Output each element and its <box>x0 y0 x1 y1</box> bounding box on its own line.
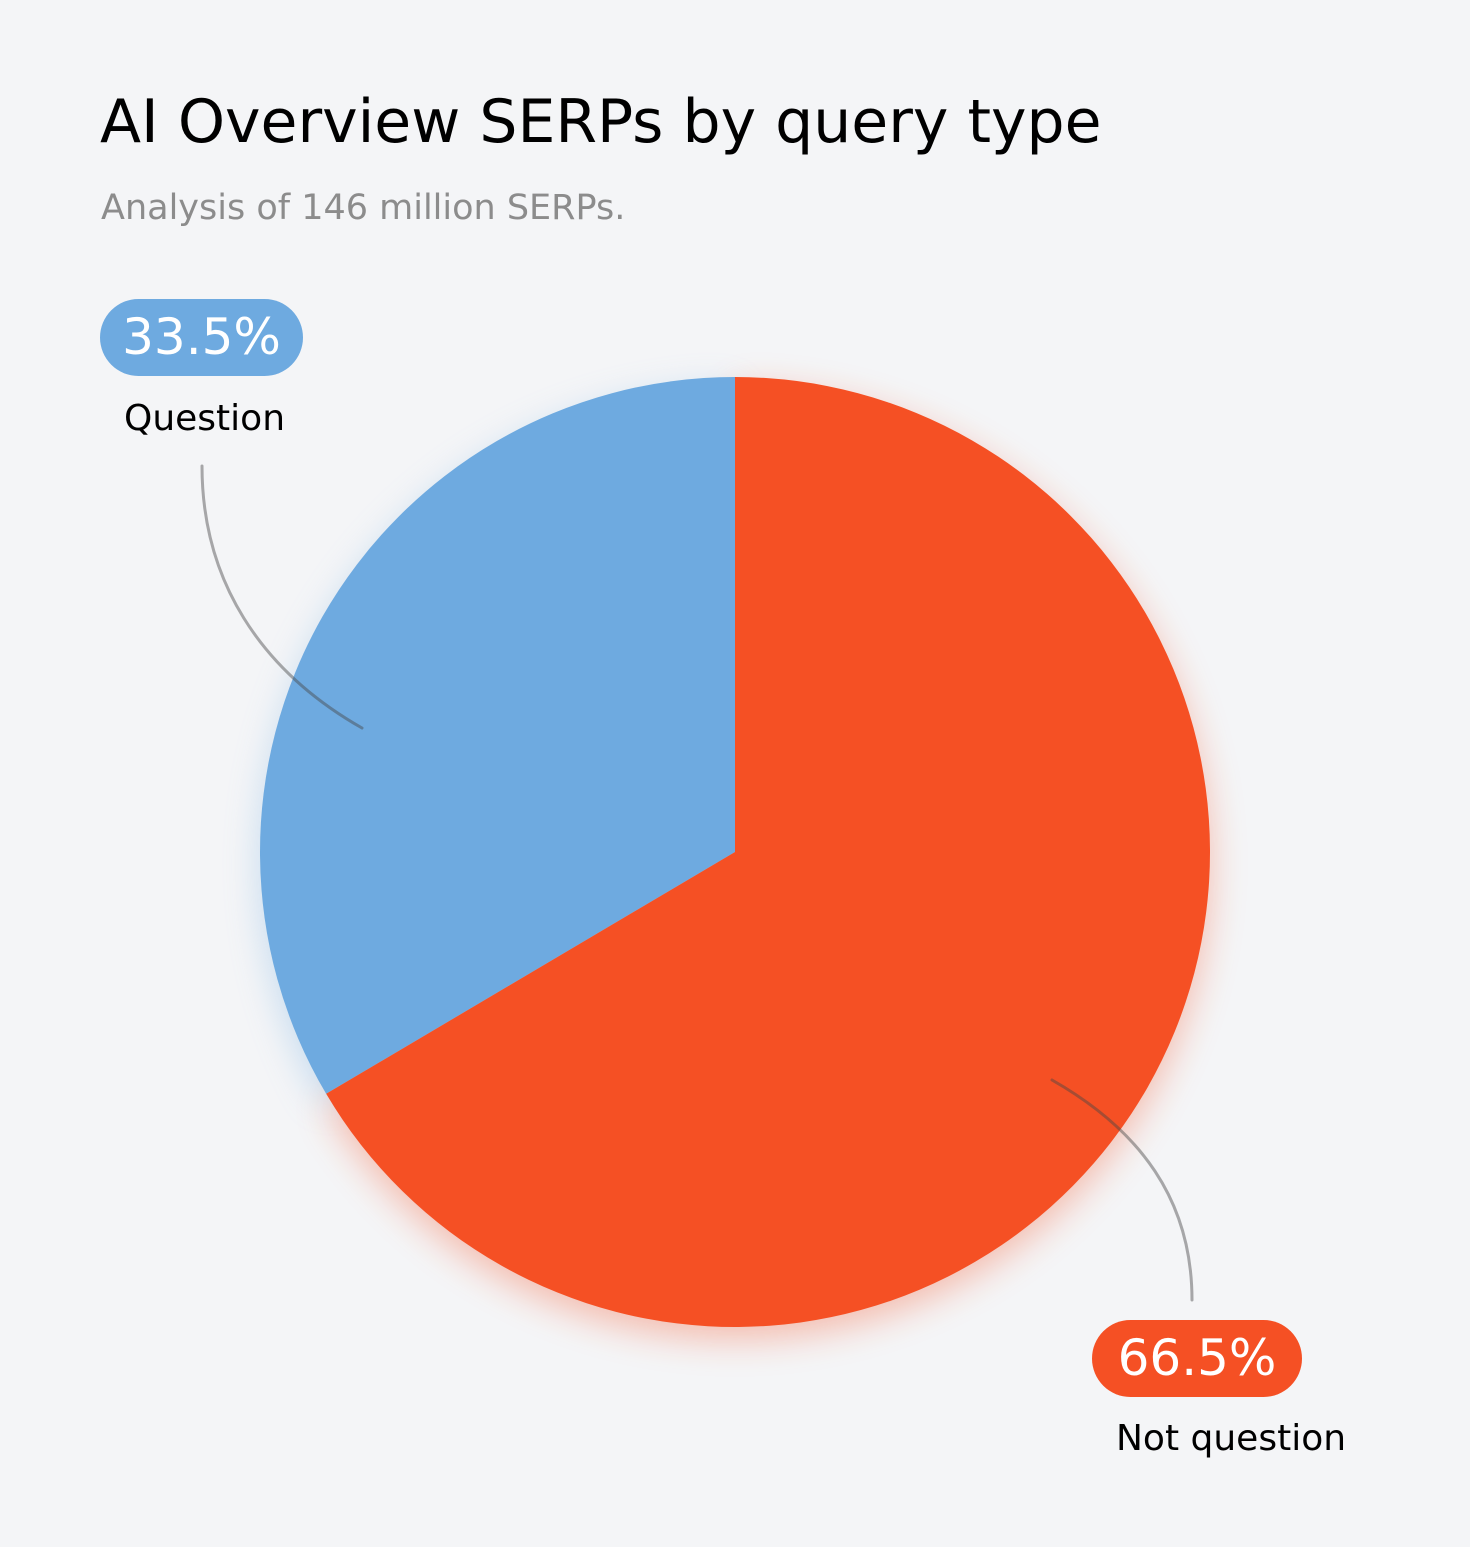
slice-value-badge-not-question: 66.5% <box>1092 1320 1302 1397</box>
slice-value-badge-question: 33.5% <box>100 299 303 376</box>
leader-line-question <box>200 464 364 730</box>
chart-title: AI Overview SERPs by query type <box>100 87 1102 157</box>
chart-subtitle: Analysis of 146 million SERPs. <box>101 188 626 228</box>
pie-slice-question <box>260 377 735 1094</box>
slice-label-not-question: Not question <box>1116 1418 1347 1459</box>
leader-line-not-question <box>1050 1078 1194 1302</box>
slice-label-question: Question <box>124 398 286 439</box>
pie-slice-not-question <box>326 377 1211 1328</box>
